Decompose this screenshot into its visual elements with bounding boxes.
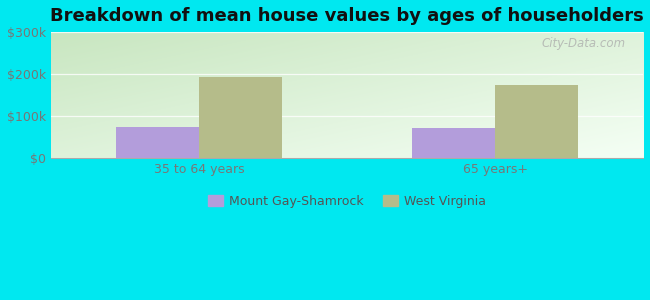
- Legend: Mount Gay-Shamrock, West Virginia: Mount Gay-Shamrock, West Virginia: [203, 190, 491, 213]
- Bar: [495, 85, 578, 158]
- Title: Breakdown of mean house values by ages of householders: Breakdown of mean house values by ages o…: [50, 7, 644, 25]
- Bar: [199, 77, 282, 158]
- Bar: [116, 127, 199, 158]
- Bar: [412, 128, 495, 158]
- Text: City-Data.com: City-Data.com: [541, 37, 625, 50]
